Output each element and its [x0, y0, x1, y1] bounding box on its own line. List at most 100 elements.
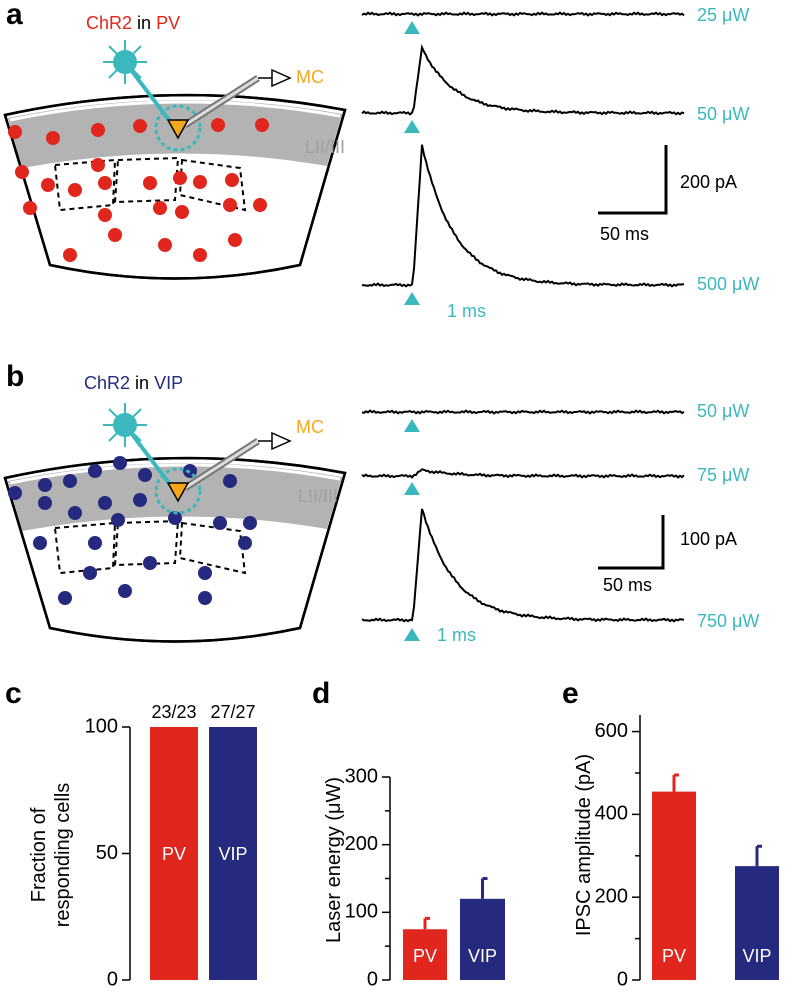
cell — [83, 566, 97, 580]
cell — [98, 176, 112, 190]
cell — [213, 516, 227, 530]
cell — [225, 173, 239, 187]
cell — [8, 486, 22, 500]
cell — [133, 493, 147, 507]
scale-bar — [598, 515, 665, 570]
cell — [253, 198, 267, 212]
cell — [38, 478, 52, 492]
cell — [63, 248, 77, 262]
panel-letter: e — [562, 677, 579, 710]
panel-letter: c — [5, 677, 22, 710]
y-tick-label: 0 — [367, 968, 378, 990]
panel-title: ChR2 in PV — [86, 13, 180, 33]
light-pulse — [404, 21, 420, 34]
power-label: 25 μW — [697, 5, 749, 25]
y-axis-label-line: Laser energy (μW) — [323, 777, 345, 943]
panel-letter: b — [6, 360, 24, 393]
category-label: VIP — [468, 946, 497, 966]
scale-label: 200 pA — [680, 172, 737, 192]
cell — [175, 205, 189, 219]
cell — [91, 158, 105, 172]
y-tick-label: 400 — [595, 803, 628, 825]
error-bar — [423, 916, 430, 930]
cell — [41, 178, 55, 192]
error-bar — [755, 844, 762, 867]
y-tick-label: 0 — [617, 968, 628, 990]
bar — [209, 727, 257, 980]
error-bar — [672, 773, 679, 792]
cell — [193, 248, 207, 262]
cell — [228, 233, 242, 247]
y-tick-label: 100 — [85, 715, 118, 737]
bar — [652, 791, 696, 980]
power-label: 500 μW — [697, 274, 759, 294]
y-tick-label: 200 — [595, 885, 628, 907]
panel-letter: a — [6, 0, 23, 31]
cell — [255, 118, 269, 132]
cell — [38, 496, 52, 510]
cell — [168, 511, 182, 525]
light-pulse — [404, 628, 420, 641]
y-axis-label: IPSC amplitude (pA) — [573, 754, 595, 936]
y-tick-label: 0 — [107, 968, 118, 990]
cell — [193, 175, 207, 189]
current-trace — [361, 409, 685, 415]
y-tick-label: 50 — [96, 842, 118, 864]
power-label: 75 μW — [697, 465, 749, 485]
cell — [98, 208, 112, 222]
cell — [138, 468, 152, 482]
bar — [403, 929, 447, 980]
y-axis-label-line: Fraction of — [28, 807, 50, 902]
scale-label: 50 ms — [600, 224, 649, 244]
light-pulse — [404, 419, 420, 432]
cell — [88, 536, 102, 550]
electrode-label: MC — [296, 67, 324, 87]
cell — [98, 496, 112, 510]
layer-label: LII/III — [305, 137, 345, 157]
light-pulse — [404, 120, 420, 133]
category-label: VIP — [742, 946, 771, 966]
pulse-label: 1 ms — [447, 301, 486, 321]
cell — [63, 474, 77, 488]
cell — [223, 474, 237, 488]
current-trace — [361, 43, 685, 116]
cell — [198, 591, 212, 605]
cells — [8, 118, 269, 262]
cell — [111, 513, 125, 527]
light-pulse — [404, 482, 420, 495]
cell — [143, 556, 157, 570]
cell — [46, 131, 60, 145]
category-label: PV — [162, 844, 186, 864]
y-tick-label: 300 — [345, 765, 378, 787]
cell — [158, 238, 172, 252]
scale-bar — [598, 145, 668, 215]
bar — [735, 866, 779, 980]
cell — [8, 125, 22, 139]
panel-a: a ChR2 in PV MC LII/III 25 μW 50 μW 500 … — [3, 0, 759, 321]
cell — [108, 228, 122, 242]
cell — [68, 183, 82, 197]
cell — [173, 171, 187, 185]
cell — [133, 119, 147, 133]
panel-letter: d — [312, 677, 330, 710]
category-label: VIP — [218, 844, 247, 864]
cell — [91, 123, 105, 137]
current-trace — [361, 468, 685, 479]
y-axis-label: Laser energy (μW) — [323, 777, 345, 943]
pulse-label: 1 ms — [437, 625, 476, 645]
cell — [211, 118, 225, 132]
panel-title: ChR2 in VIP — [84, 373, 183, 393]
current-trace — [361, 11, 685, 17]
cells — [8, 456, 257, 605]
power-label: 50 μW — [697, 401, 749, 421]
electrode-label: MC — [296, 417, 324, 437]
bar — [460, 898, 505, 980]
traces — [361, 11, 685, 641]
bar-charts: c Fraction of responding cells 0 50 100 PV 23/2… — [5, 677, 779, 990]
y-tick-label: 200 — [345, 833, 378, 855]
cell — [58, 591, 72, 605]
category-label: PV — [413, 946, 437, 966]
cell — [143, 176, 157, 190]
cell — [88, 464, 102, 478]
